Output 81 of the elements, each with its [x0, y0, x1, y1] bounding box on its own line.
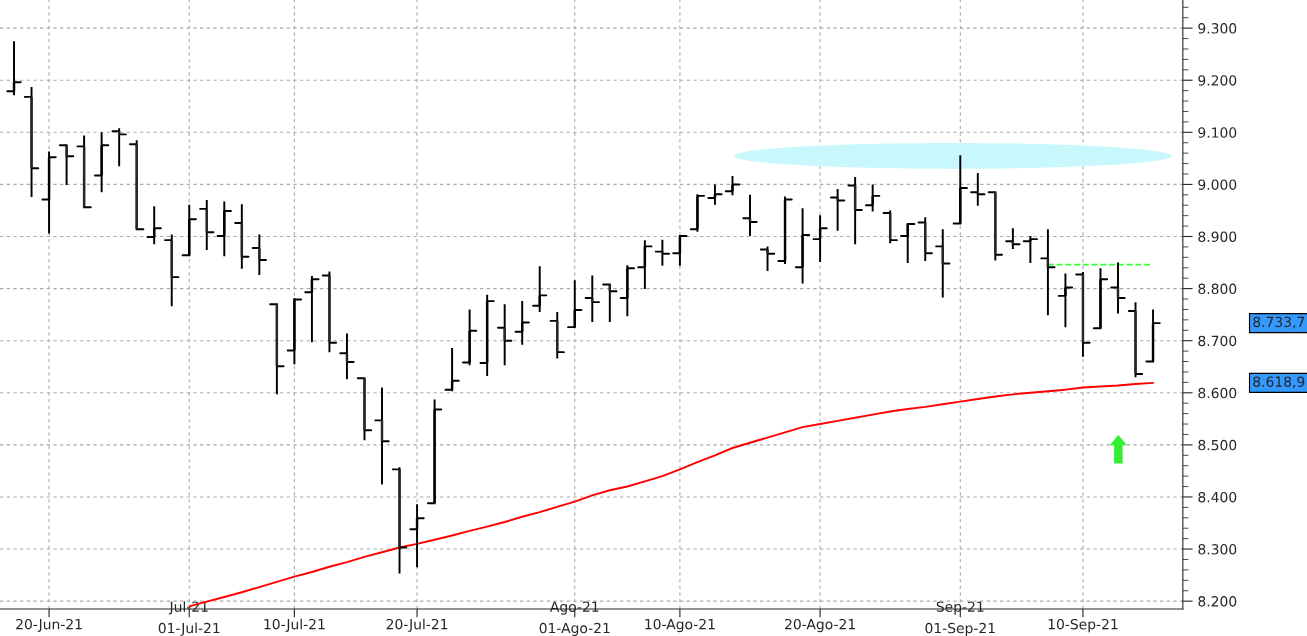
candlestick: [129, 139, 145, 231]
candlestick: [356, 376, 373, 442]
candlestick: [549, 311, 565, 360]
candlestick: [759, 245, 776, 272]
x-tick-label: 20-Jun-21: [16, 618, 82, 633]
candlestick: [234, 203, 250, 270]
candlestick: [251, 233, 267, 277]
candlestick: [41, 150, 57, 235]
candlestick: [935, 228, 951, 299]
candlestick: [1057, 272, 1074, 329]
candlestick: [987, 191, 1003, 262]
candlestick: [1075, 270, 1091, 358]
y-tick-label: 9.000: [1198, 179, 1237, 190]
candlestick: [146, 205, 162, 246]
candlestick: [6, 40, 22, 97]
candlestick: [1022, 235, 1039, 265]
candlestick: [23, 86, 40, 198]
y-tick-label: 9.100: [1198, 127, 1237, 138]
candlestick: [1092, 267, 1109, 330]
candlestick: [847, 176, 863, 246]
candlestick: [409, 503, 425, 569]
candlestick: [111, 127, 127, 168]
candlestick: [94, 131, 110, 194]
candlestick: [58, 144, 75, 186]
candlestick: [707, 183, 723, 206]
candlestick: [970, 171, 986, 207]
candlestick: [514, 300, 530, 346]
y-tick-label: 9.200: [1198, 75, 1237, 86]
candlestick: [1127, 301, 1144, 379]
candlestick: [654, 238, 671, 267]
candlestick: [689, 193, 706, 233]
candlestick: [1040, 228, 1056, 317]
candlestick: [462, 308, 478, 367]
candlestick: [1110, 261, 1126, 315]
x-tick-label: Ago-21 01-Ago-21: [539, 601, 610, 636]
candlestick: [917, 216, 933, 262]
x-tick-label: 10-Jul-21: [264, 618, 325, 633]
candlestick: [584, 274, 600, 323]
y-tick-label: 8.900: [1198, 231, 1237, 242]
x-tick-label: 20-Ago-21: [785, 618, 855, 633]
y-tick-label: 8.200: [1198, 596, 1237, 607]
candlestick: [374, 386, 390, 486]
x-tick-label: Sep-21 01-Sep-21: [925, 601, 995, 636]
candlestick: [794, 207, 811, 285]
candlestick: [882, 209, 898, 245]
candlestick: [304, 275, 320, 344]
candlestick: [900, 222, 916, 265]
candlestick: [391, 466, 408, 575]
candlestick: [742, 193, 758, 237]
x-tick-label: 20-Jul-21: [386, 618, 448, 633]
candlestick: [321, 270, 338, 354]
candlestick: [286, 297, 303, 366]
candlestick: [216, 200, 232, 258]
candlestick: [479, 293, 495, 378]
y-tick-label: 8.500: [1198, 439, 1237, 451]
x-tick-label: 10-Ago-21: [645, 618, 715, 633]
candlestick: [497, 303, 513, 367]
y-tick-label: 8.700: [1198, 335, 1237, 347]
y-tick-label: 8.300: [1198, 544, 1237, 555]
y-tick-label: 8.600: [1198, 387, 1237, 399]
y-tick-label: 8.800: [1198, 283, 1237, 295]
text: 8.618,9: [1253, 376, 1305, 389]
x-tick-label: 10-Sep-21: [1048, 618, 1118, 633]
candlestick: [952, 154, 968, 225]
candlestick: [777, 195, 793, 266]
candlestick: [1005, 227, 1021, 250]
candlestick: [532, 265, 548, 314]
x-tick-label: Jul-21 01-Jul-21: [158, 601, 220, 636]
candlestick: [426, 398, 443, 506]
y-tick-label: 9.300: [1198, 23, 1237, 34]
candlestick: [637, 239, 653, 291]
candlestick: [829, 188, 846, 232]
candlestick: [812, 214, 828, 263]
candlestick: [339, 332, 355, 381]
candlestick: [724, 175, 741, 197]
candlestick: [865, 183, 881, 213]
text: 8.733,7: [1253, 316, 1305, 329]
candlestick: [619, 264, 635, 318]
y-tick-label: 8.400: [1198, 491, 1237, 503]
candlestick: [199, 199, 215, 252]
candlestick: [164, 233, 180, 308]
